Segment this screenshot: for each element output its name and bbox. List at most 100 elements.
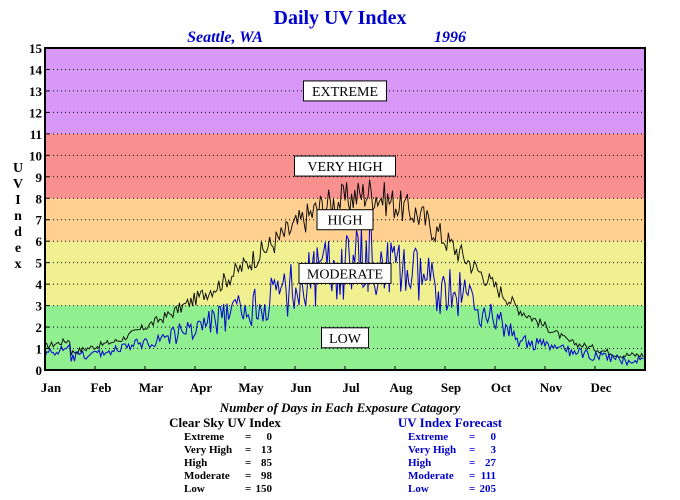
band-label-text: MODERATE — [307, 267, 383, 282]
stats-row: Very High = 3 — [408, 444, 497, 456]
stats-value: 150 — [256, 483, 273, 495]
y-tick-label: 0 — [36, 363, 43, 378]
stats-label: Extreme — [408, 431, 448, 443]
x-axis-ticks: Jan Feb Mar Apr May Jun Jul Aug Sep Oct Nov Dec — [41, 366, 612, 395]
band-label-text: HIGH — [328, 214, 363, 229]
chart-location: Seattle, WA — [187, 29, 263, 46]
forecast-stats-title: UV Index Forecast — [398, 415, 503, 430]
y-tick-label: 1 — [36, 342, 43, 357]
y-tick-label: 11 — [30, 127, 42, 142]
stats-separator: = — [245, 457, 251, 469]
stats-separator: = — [469, 444, 475, 456]
stats-value: 85 — [261, 457, 273, 469]
y-tick-label: 10 — [29, 148, 42, 163]
chart-title: Daily UV Index — [274, 7, 407, 29]
band-labels: LOW MODERATE HIGH VERY HIGH EXTREME — [294, 80, 396, 349]
x-tick-label: Sep — [441, 380, 461, 395]
band-label-box — [294, 155, 396, 177]
y-tick-label: 15 — [29, 41, 43, 56]
band-label-high: HIGH — [316, 209, 374, 231]
stats-row: Extreme = 0 — [184, 431, 273, 443]
stats-separator: = — [469, 431, 475, 443]
band-label-text: VERY HIGH — [307, 160, 382, 175]
stats-row: High = 85 — [184, 457, 273, 469]
stats-value: 3 — [491, 444, 497, 456]
stats-row: Moderate = 98 — [184, 470, 273, 482]
y-tick-label: 8 — [36, 191, 43, 206]
stats-label: Very High — [184, 444, 232, 456]
stats-row: Low = 150 — [184, 483, 273, 495]
y-tick-label: 13 — [29, 84, 43, 99]
stats-separator: = — [245, 470, 251, 482]
stats-row: Low = 205 — [408, 483, 497, 495]
y-tick-label: 6 — [36, 234, 43, 249]
stats-row: Moderate = 111 — [408, 470, 496, 482]
band-label-very-high: VERY HIGH — [294, 155, 396, 177]
y-tick-label: 7 — [36, 213, 43, 228]
y-axis-label-char: d — [14, 225, 22, 240]
clear-sky-stats-title: Clear Sky UV Index — [169, 415, 281, 430]
stats-value: 27 — [485, 457, 497, 469]
stats-separator: = — [245, 444, 251, 456]
stats-value: 13 — [261, 444, 273, 456]
x-tick-label: Jul — [342, 380, 360, 395]
stats-label: Moderate — [184, 470, 230, 482]
y-tick-label: 4 — [36, 277, 43, 292]
stats-separator: = — [245, 431, 251, 443]
band-label-box — [298, 262, 392, 284]
band-label-box — [321, 327, 369, 349]
stats-label: Moderate — [408, 470, 454, 482]
stats-value: 0 — [267, 431, 273, 443]
band-label-extreme: EXTREME — [303, 80, 387, 102]
stats-row: High = 27 — [408, 457, 497, 469]
y-axis-label-char: e — [15, 241, 21, 256]
band-label-box — [303, 80, 387, 102]
x-tick-label: Dec — [591, 380, 612, 395]
y-tick-label: 2 — [36, 320, 43, 335]
y-axis-label-char: U — [13, 161, 23, 176]
x-tick-label: Jan — [41, 380, 62, 395]
stats-label: Low — [184, 483, 205, 495]
x-tick-label: Apr — [190, 380, 213, 395]
y-axis-label-char: I — [15, 193, 20, 208]
band-label-moderate: MODERATE — [298, 262, 392, 284]
gridlines — [45, 68, 645, 350]
stats-separator: = — [469, 470, 475, 482]
stats-caption: Number of Days in Each Exposure Catagory — [219, 400, 461, 415]
x-tick-label: Feb — [91, 380, 112, 395]
band-label-text: EXTREME — [312, 85, 378, 100]
y-axis-label-char: x — [15, 257, 22, 272]
stats-separator: = — [469, 457, 475, 469]
stats-value: 205 — [480, 483, 497, 495]
stats-separator: = — [469, 483, 475, 495]
stats-label: High — [408, 457, 431, 469]
plot-frame — [44, 47, 646, 371]
band-label-low: LOW — [321, 327, 369, 349]
stats-value: 0 — [491, 431, 497, 443]
y-tick-label: 5 — [36, 256, 43, 271]
chart-year: 1996 — [434, 29, 466, 46]
stats-label: Extreme — [184, 431, 224, 443]
y-axis-label-char: n — [14, 209, 22, 224]
stats-value: 98 — [261, 470, 273, 482]
x-tick-label: Oct — [491, 380, 512, 395]
band-label-box — [316, 209, 374, 231]
y-axis-label-char: V — [13, 177, 23, 192]
stats-value: 111 — [481, 470, 496, 482]
stats-label: Low — [408, 483, 429, 495]
x-tick-label: May — [238, 380, 264, 395]
y-tick-label: 9 — [36, 170, 43, 185]
x-tick-label: Mar — [139, 380, 164, 395]
stats-separator: = — [245, 483, 251, 495]
y-tick-label: 12 — [29, 105, 42, 120]
y-tick-label: 14 — [29, 62, 43, 77]
band-label-text: LOW — [329, 332, 362, 347]
stats-label: Very High — [408, 444, 456, 456]
y-tick-label: 3 — [36, 299, 43, 314]
x-tick-label: Aug — [389, 380, 413, 395]
series-line-clear-sky — [44, 179, 644, 359]
